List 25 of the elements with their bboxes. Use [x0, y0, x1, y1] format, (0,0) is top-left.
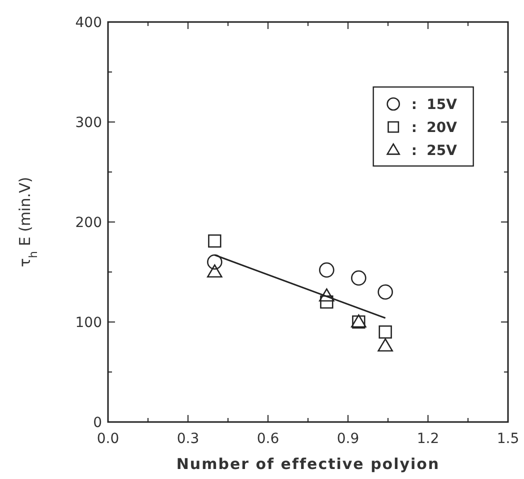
point — [208, 234, 222, 248]
x-tick-label: 1.2 — [416, 431, 440, 447]
y-tick-label: 300 — [75, 115, 102, 131]
y-tick-label: 0 — [93, 415, 102, 431]
x-tick-label: 0.9 — [336, 431, 360, 447]
x-axis-title: Number of effective polyion — [176, 455, 440, 473]
point — [378, 338, 393, 352]
legend-label: : 25V — [411, 143, 458, 159]
point — [378, 325, 392, 339]
point — [320, 295, 334, 309]
y-tick-label: 200 — [75, 215, 102, 231]
point — [351, 270, 366, 286]
legend-label: : 20V — [411, 120, 458, 136]
y-tick-label: 100 — [75, 315, 102, 331]
x-tick-label: 1.5 — [496, 431, 520, 447]
point — [319, 288, 334, 302]
y-tick-label: 400 — [75, 15, 102, 31]
x-tick-label: 0.3 — [176, 431, 200, 447]
point — [378, 284, 393, 300]
point — [207, 254, 222, 270]
text: 0.0 — [96, 431, 120, 447]
point — [319, 262, 334, 278]
point — [207, 264, 222, 278]
legend-label: : 15V — [411, 97, 458, 113]
x-tick-label: 0.6 — [256, 431, 280, 447]
